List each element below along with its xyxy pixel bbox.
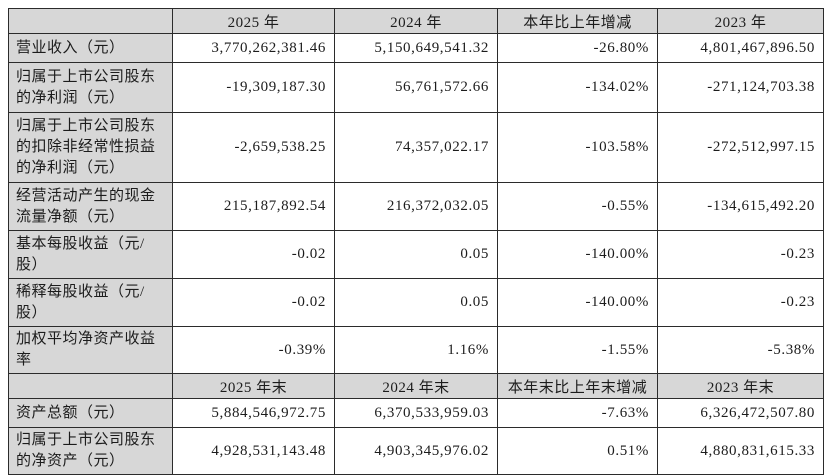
row-label-net-assets: 归属于上市公司股东的净资产（元） bbox=[8, 427, 173, 475]
row-label-total-assets: 资产总额（元） bbox=[8, 398, 173, 428]
table-row-revenue: 营业收入（元） 3,770,262,381.46 5,150,649,541.3… bbox=[8, 33, 824, 63]
cell-operating-cash-flow-yoy: -0.55% bbox=[497, 182, 658, 231]
cell-revenue-yoy: -26.80% bbox=[497, 33, 658, 63]
cell-net-assets-2025: 4,928,531,143.48 bbox=[172, 427, 335, 475]
cell-basic-eps-yoy: -140.00% bbox=[497, 230, 658, 279]
cell-net-profit-deducted-yoy: -103.58% bbox=[497, 112, 658, 183]
cell-net-profit-2023: -271,124,703.38 bbox=[657, 62, 824, 113]
cell-net-assets-2024: 4,903,345,976.02 bbox=[334, 427, 498, 475]
row-label-net-profit: 归属于上市公司股东的净利润（元） bbox=[8, 62, 173, 113]
table-row-operating-cash-flow: 经营活动产生的现金流量净额（元） 215,187,892.54 216,372,… bbox=[8, 182, 824, 231]
cell-diluted-eps-yoy: -140.00% bbox=[497, 278, 658, 327]
cell-revenue-2023: 4,801,467,896.50 bbox=[657, 33, 824, 63]
cell-net-assets-yoy: 0.51% bbox=[497, 427, 658, 475]
col-header-year-end-change: 本年末比上年末增减 bbox=[497, 373, 658, 399]
cell-net-profit-deducted-2025: -2,659,538.25 bbox=[172, 112, 335, 183]
table-header-row-annual: 2025 年 2024 年 本年比上年增减 2023 年 bbox=[8, 8, 824, 34]
cell-basic-eps-2025: -0.02 bbox=[172, 230, 335, 279]
cell-weighted-avg-roe-yoy: -1.55% bbox=[497, 326, 658, 374]
cell-net-profit-deducted-2024: 74,357,022.17 bbox=[334, 112, 498, 183]
cell-basic-eps-2023: -0.23 bbox=[657, 230, 824, 279]
table-header-row-year-end: 2025 年末 2024 年末 本年末比上年末增减 2023 年末 bbox=[8, 373, 824, 399]
cell-total-assets-2024: 6,370,533,959.03 bbox=[334, 398, 498, 428]
cell-weighted-avg-roe-2024: 1.16% bbox=[334, 326, 498, 374]
table-row-diluted-eps: 稀释每股收益（元/股） -0.02 0.05 -140.00% -0.23 bbox=[8, 278, 824, 327]
table-row-basic-eps: 基本每股收益（元/股） -0.02 0.05 -140.00% -0.23 bbox=[8, 230, 824, 279]
cell-basic-eps-2024: 0.05 bbox=[334, 230, 498, 279]
table-row-net-profit-deducted: 归属于上市公司股东的扣除非经常性损益的净利润（元） -2,659,538.25 … bbox=[8, 112, 824, 183]
cell-total-assets-2023: 6,326,472,507.80 bbox=[657, 398, 824, 428]
cell-revenue-2025: 3,770,262,381.46 bbox=[172, 33, 335, 63]
col-header-yoy-change: 本年比上年增减 bbox=[497, 8, 658, 34]
cell-net-profit-2025: -19,309,187.30 bbox=[172, 62, 335, 113]
cell-net-assets-2023: 4,880,831,615.33 bbox=[657, 427, 824, 475]
col-header-2024-year-end: 2024 年末 bbox=[334, 373, 498, 399]
cell-diluted-eps-2023: -0.23 bbox=[657, 278, 824, 327]
cell-weighted-avg-roe-2023: -5.38% bbox=[657, 326, 824, 374]
cell-total-assets-2025: 5,884,546,972.75 bbox=[172, 398, 335, 428]
cell-operating-cash-flow-2024: 216,372,032.05 bbox=[334, 182, 498, 231]
cell-net-profit-2024: 56,761,572.66 bbox=[334, 62, 498, 113]
cell-revenue-2024: 5,150,649,541.32 bbox=[334, 33, 498, 63]
col-header-2025-year-end: 2025 年末 bbox=[172, 373, 335, 399]
cell-weighted-avg-roe-2025: -0.39% bbox=[172, 326, 335, 374]
row-label-diluted-eps: 稀释每股收益（元/股） bbox=[8, 278, 173, 327]
row-label-operating-cash-flow: 经营活动产生的现金流量净额（元） bbox=[8, 182, 173, 231]
cell-net-profit-deducted-2023: -272,512,997.15 bbox=[657, 112, 824, 183]
header-cell-blank-2 bbox=[8, 373, 173, 399]
cell-net-profit-yoy: -134.02% bbox=[497, 62, 658, 113]
table-row-net-assets: 归属于上市公司股东的净资产（元） 4,928,531,143.48 4,903,… bbox=[8, 427, 824, 475]
col-header-2025: 2025 年 bbox=[172, 8, 335, 34]
table-row-total-assets: 资产总额（元） 5,884,546,972.75 6,370,533,959.0… bbox=[8, 398, 824, 428]
col-header-2023-year-end: 2023 年末 bbox=[657, 373, 824, 399]
row-label-basic-eps: 基本每股收益（元/股） bbox=[8, 230, 173, 279]
row-label-net-profit-deducted: 归属于上市公司股东的扣除非经常性损益的净利润（元） bbox=[8, 112, 173, 183]
row-label-revenue: 营业收入（元） bbox=[8, 33, 173, 63]
col-header-2023: 2023 年 bbox=[657, 8, 824, 34]
row-label-weighted-avg-roe: 加权平均净资产收益率 bbox=[8, 326, 173, 374]
key-financials-table: 2025 年 2024 年 本年比上年增减 2023 年 营业收入（元） 3,7… bbox=[8, 8, 824, 475]
cell-diluted-eps-2024: 0.05 bbox=[334, 278, 498, 327]
cell-operating-cash-flow-2025: 215,187,892.54 bbox=[172, 182, 335, 231]
cell-operating-cash-flow-2023: -134,615,492.20 bbox=[657, 182, 824, 231]
cell-diluted-eps-2025: -0.02 bbox=[172, 278, 335, 327]
col-header-2024: 2024 年 bbox=[334, 8, 498, 34]
table-row-weighted-avg-roe: 加权平均净资产收益率 -0.39% 1.16% -1.55% -5.38% bbox=[8, 326, 824, 374]
header-cell-blank bbox=[8, 8, 173, 34]
table-row-net-profit: 归属于上市公司股东的净利润（元） -19,309,187.30 56,761,5… bbox=[8, 62, 824, 113]
cell-total-assets-yoy: -7.63% bbox=[497, 398, 658, 428]
